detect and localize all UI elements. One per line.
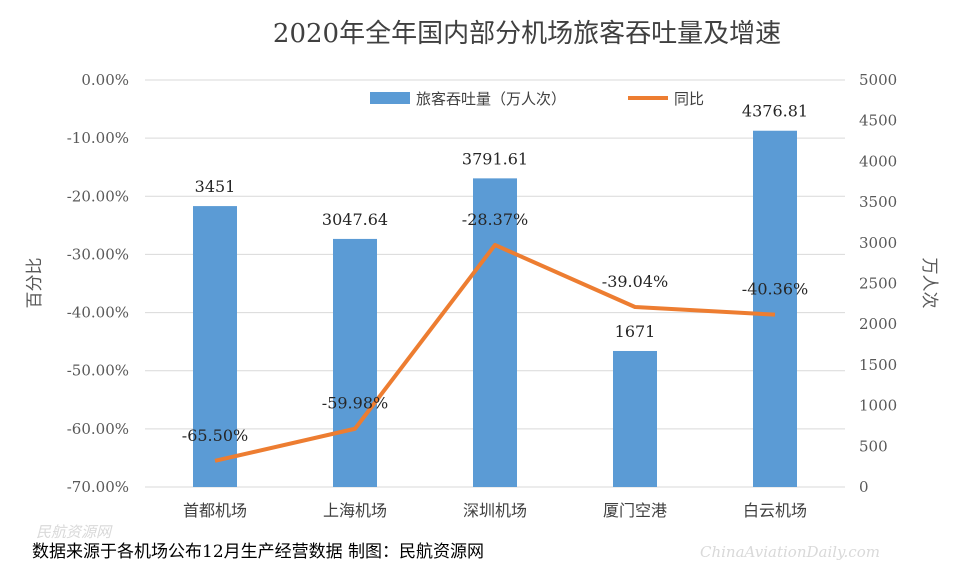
watermark-left: 民航资源网	[36, 523, 113, 541]
right-tick-label: 3500	[859, 193, 897, 211]
right-axis-title: 万人次	[919, 258, 939, 309]
right-tick-label: 3000	[859, 234, 897, 252]
left-tick-label: -70.00%	[67, 478, 129, 496]
category-label: 白云机场	[743, 501, 807, 520]
bar	[193, 206, 237, 487]
watermark-right: ChinaAviationDaily.com	[700, 543, 880, 561]
left-tick-label: -50.00%	[67, 362, 129, 380]
bar	[333, 238, 377, 487]
category-label: 上海机场	[323, 501, 387, 520]
bar-data-label: 3047.64	[322, 210, 388, 229]
bar	[613, 350, 657, 487]
category-label: 厦门空港	[603, 501, 667, 520]
left-tick-label: -60.00%	[67, 420, 129, 438]
line-data-label: -28.37%	[462, 210, 528, 229]
bar	[753, 130, 797, 487]
right-tick-label: 5000	[859, 71, 897, 89]
right-tick-label: 2000	[859, 315, 897, 333]
category-label: 首都机场	[183, 501, 247, 520]
left-tick-label: -20.00%	[67, 187, 129, 205]
right-tick-label: 500	[859, 437, 888, 455]
line-series	[214, 242, 776, 463]
bar-data-label: 3791.61	[462, 149, 528, 168]
line-data-label: -59.98%	[322, 394, 388, 413]
bar-data-label: 4376.81	[742, 102, 808, 121]
left-tick-label: -40.00%	[67, 304, 129, 322]
legend-bar-swatch	[370, 92, 410, 104]
line-data-label: -40.36%	[742, 280, 808, 299]
bar-data-label: 1671	[615, 322, 656, 341]
ticks-layer: 0.00% -10.00% -20.00% -30.00% -40.00% -50.00%…	[67, 71, 897, 520]
legend: 旅客吞吐量（万人次） 同比	[370, 90, 704, 108]
right-tick-label: 2500	[859, 275, 897, 293]
chart-title: 2020年全年国内部分机场旅客吞吐量及增速	[273, 19, 781, 49]
right-tick-label: 0	[859, 478, 869, 496]
bar-data-label: 3451	[195, 177, 236, 196]
line-layer	[214, 242, 776, 463]
right-tick-label: 4500	[859, 112, 897, 130]
bars-layer	[193, 130, 797, 487]
legend-line-label: 同比	[674, 90, 704, 108]
left-tick-label: 0.00%	[81, 71, 129, 89]
left-axis-title: 百分比	[25, 258, 45, 309]
right-tick-label: 1000	[859, 397, 897, 415]
line-data-label: -39.04%	[602, 272, 668, 291]
source-note: 数据来源于各机场公布12月生产经营数据 制图：民航资源网	[32, 542, 484, 562]
right-tick-label: 4000	[859, 152, 897, 170]
line-data-label: -65.50%	[182, 426, 248, 445]
left-tick-label: -10.00%	[67, 129, 129, 147]
labels-layer: 3451 3047.64 3791.61 1671 4376.81 -65.50% -59.…	[182, 102, 808, 445]
right-tick-label: 1500	[859, 356, 897, 374]
legend-bar-label: 旅客吞吐量（万人次）	[416, 90, 566, 108]
category-label: 深圳机场	[463, 501, 527, 520]
left-tick-label: -30.00%	[67, 245, 129, 263]
bar	[473, 178, 517, 487]
